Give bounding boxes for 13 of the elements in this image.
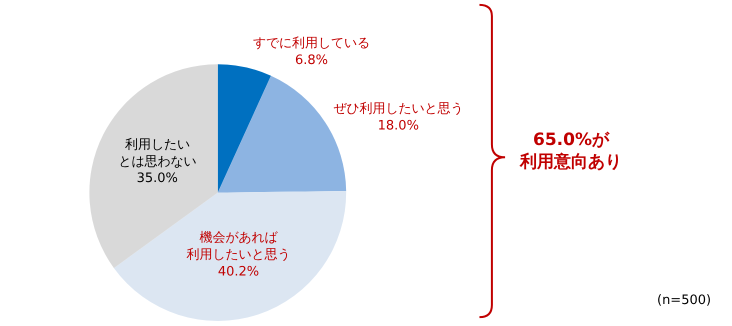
text: 65.0%が利用意向あり	[519, 130, 622, 172]
data-label: 18.0%	[378, 118, 419, 134]
slice-label: すでに利用している	[252, 36, 370, 51]
slice-label: 利用したいとは思わない	[118, 137, 196, 170]
pie-slice	[218, 64, 271, 193]
data-label: 6.8%	[294, 52, 328, 68]
data-label: 40.2%	[218, 264, 260, 280]
text: (n=500)	[657, 293, 712, 308]
pie-slice	[114, 190, 346, 321]
slice-label: ぜひ利用したいと思う	[333, 102, 464, 117]
pie-slice	[218, 76, 346, 193]
slice-label: 機会があれば利用したいと思う	[186, 230, 290, 262]
data-label: 35.0%	[136, 171, 178, 186]
